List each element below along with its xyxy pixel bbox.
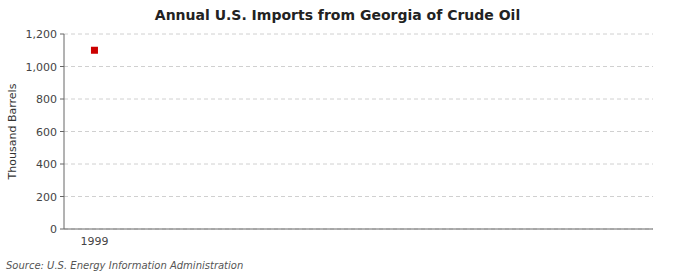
- y-tick-label: 400: [36, 158, 57, 171]
- axes: 0 200 400 600 800 1,000 1,200 1999: [26, 28, 654, 248]
- y-axis-line: [64, 34, 65, 229]
- points: [91, 47, 98, 54]
- y-tick-label: 200: [36, 191, 57, 204]
- x-axis-line: [64, 229, 653, 230]
- y-tick-label: 600: [36, 126, 57, 139]
- y-tick: [60, 99, 64, 100]
- y-tick: [60, 66, 64, 67]
- grid-line: [64, 66, 653, 67]
- grid-line: [64, 99, 653, 100]
- grid-line: [64, 34, 653, 35]
- y-tick-label: 1,200: [26, 28, 58, 41]
- grid-line: [64, 229, 653, 230]
- grid: [64, 34, 653, 229]
- y-tick-label: 800: [36, 93, 57, 106]
- y-tick: [60, 131, 64, 132]
- point: [91, 47, 98, 54]
- source-note: Source: U.S. Energy Information Administ…: [6, 260, 243, 271]
- chart: Annual U.S. Imports from Georgia of Crud…: [0, 0, 675, 275]
- y-tick-label: 1,000: [26, 61, 58, 74]
- y-axis-label: Thousand Barrels: [6, 83, 19, 180]
- y-tick: [60, 229, 64, 230]
- y-tick-label: 0: [50, 223, 57, 236]
- x-tick-label: 1999: [80, 235, 108, 248]
- grid-line: [64, 164, 653, 165]
- y-tick: [60, 164, 64, 165]
- title: Annual U.S. Imports from Georgia of Crud…: [155, 7, 520, 23]
- grid-line: [64, 196, 653, 197]
- chart-container: Annual U.S. Imports from Georgia of Crud…: [0, 0, 675, 275]
- grid-line: [64, 131, 653, 132]
- y-tick: [60, 196, 64, 197]
- y-tick: [60, 34, 64, 35]
